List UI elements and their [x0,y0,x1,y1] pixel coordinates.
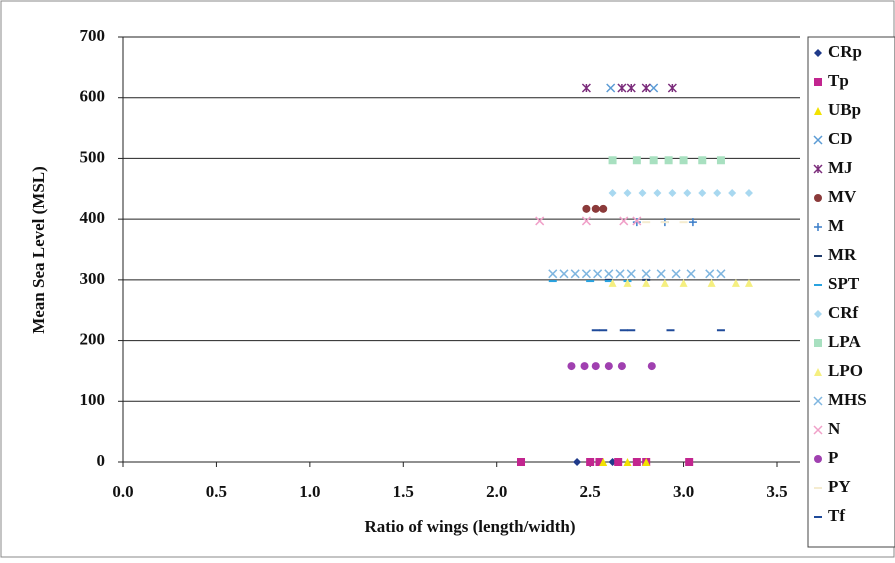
x-tick-label: 0.0 [112,482,133,501]
y-tick-label: 300 [80,269,106,288]
chart: Ratio of wings (length/width) Mean Sea L… [0,0,895,558]
legend-label: N [828,419,841,438]
chart-frame [1,1,894,557]
x-axis-label: Ratio of wings (length/width) [364,517,575,536]
legend-marker [814,339,822,347]
legend-marker [814,78,822,86]
y-tick-label: 600 [80,87,106,106]
legend-marker [814,455,822,463]
x-tick-label: 3.5 [766,482,787,501]
x-tick-label: 1.5 [393,482,414,501]
legend-label: UBp [828,100,861,119]
data-point [685,458,693,466]
legend-label: MJ [828,158,853,177]
data-point [648,362,656,370]
x-tick-label: 2.5 [580,482,601,501]
legend-label: M [828,216,844,235]
data-point [599,205,607,213]
data-point [633,156,641,164]
data-point [650,156,658,164]
legend-label: CD [828,129,853,148]
data-point [567,362,575,370]
y-tick-label: 700 [80,26,106,45]
legend-label: Tf [828,506,845,525]
y-axis-label: Mean Sea Level (MSL) [29,166,48,334]
legend-marker [814,194,822,202]
data-point [582,205,590,213]
legend-label: MR [828,245,857,264]
legend-label: CRp [828,42,862,61]
x-tick-label: 0.5 [206,482,227,501]
data-point [592,205,600,213]
legend-label: Tp [828,71,849,90]
x-tick-label: 2.0 [486,482,507,501]
y-tick-label: 100 [80,390,106,409]
data-point [581,362,589,370]
data-point [633,458,641,466]
legend-label: CRf [828,303,859,322]
x-tick-label: 3.0 [673,482,694,501]
data-point [605,362,613,370]
data-point [618,362,626,370]
data-point [614,458,622,466]
data-point [592,362,600,370]
legend-label: MHS [828,390,867,409]
data-point [586,458,594,466]
data-point [717,156,725,164]
legend-label: LPA [828,332,861,351]
data-point [665,156,673,164]
legend-label: PY [828,477,851,496]
legend-label: SPT [828,274,860,293]
data-point [698,156,706,164]
y-tick-label: 0 [97,451,106,470]
y-tick-label: 500 [80,147,106,166]
data-point [609,156,617,164]
data-point [517,458,525,466]
legend-label: MV [828,187,857,206]
x-tick-label: 1.0 [299,482,320,501]
data-point [680,156,688,164]
legend-label: P [828,448,838,467]
y-tick-label: 200 [80,329,106,348]
y-tick-label: 400 [80,208,106,227]
legend-label: LPO [828,361,863,380]
